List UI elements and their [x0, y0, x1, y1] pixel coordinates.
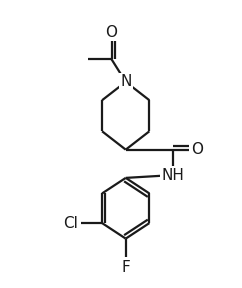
Text: Cl: Cl — [64, 216, 78, 231]
Text: F: F — [121, 260, 130, 275]
Text: O: O — [106, 25, 118, 40]
Text: N: N — [120, 74, 131, 89]
Text: O: O — [191, 142, 203, 157]
Text: NH: NH — [162, 168, 184, 183]
